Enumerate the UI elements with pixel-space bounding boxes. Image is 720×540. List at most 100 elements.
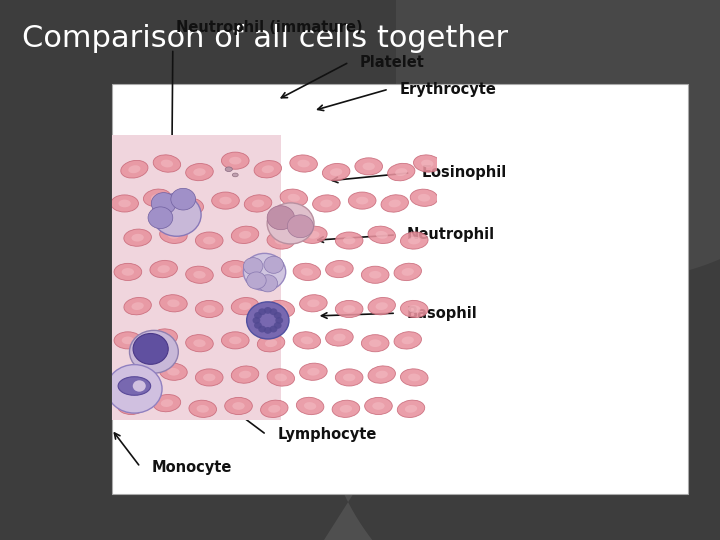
Polygon shape <box>324 148 720 540</box>
Ellipse shape <box>323 164 350 181</box>
Ellipse shape <box>254 160 282 178</box>
Ellipse shape <box>395 168 408 176</box>
Ellipse shape <box>176 198 204 215</box>
Ellipse shape <box>117 397 145 415</box>
Ellipse shape <box>307 368 320 376</box>
Ellipse shape <box>288 194 300 201</box>
Ellipse shape <box>387 163 415 181</box>
Ellipse shape <box>369 339 382 347</box>
Circle shape <box>107 364 162 413</box>
Ellipse shape <box>320 200 333 207</box>
Ellipse shape <box>400 232 428 249</box>
Ellipse shape <box>167 368 179 376</box>
Ellipse shape <box>239 302 251 310</box>
Ellipse shape <box>150 260 177 278</box>
Circle shape <box>148 207 173 228</box>
Ellipse shape <box>402 336 414 345</box>
Ellipse shape <box>408 305 420 313</box>
Circle shape <box>267 206 294 230</box>
Ellipse shape <box>336 232 363 249</box>
Ellipse shape <box>229 157 241 165</box>
Text: Lymphocyte: Lymphocyte <box>277 427 377 442</box>
Ellipse shape <box>348 192 376 209</box>
Ellipse shape <box>372 402 384 410</box>
Ellipse shape <box>160 295 187 312</box>
Ellipse shape <box>340 405 352 413</box>
Circle shape <box>274 312 282 319</box>
Ellipse shape <box>394 263 421 281</box>
Bar <box>112 135 281 420</box>
Ellipse shape <box>225 397 252 415</box>
Ellipse shape <box>114 332 142 349</box>
Ellipse shape <box>122 268 134 276</box>
Ellipse shape <box>118 200 131 207</box>
Ellipse shape <box>402 268 414 276</box>
Ellipse shape <box>158 334 170 341</box>
Ellipse shape <box>239 231 251 239</box>
Circle shape <box>258 308 266 315</box>
Ellipse shape <box>293 264 320 281</box>
Ellipse shape <box>153 395 181 412</box>
Ellipse shape <box>413 155 441 172</box>
Ellipse shape <box>301 336 313 345</box>
Ellipse shape <box>195 232 223 249</box>
Ellipse shape <box>193 271 206 279</box>
Ellipse shape <box>368 226 395 244</box>
Ellipse shape <box>197 405 209 413</box>
Ellipse shape <box>405 405 417 413</box>
Ellipse shape <box>184 202 196 210</box>
Text: Eosinophil: Eosinophil <box>421 165 506 180</box>
Ellipse shape <box>150 329 177 346</box>
Ellipse shape <box>132 370 144 379</box>
Circle shape <box>253 317 261 324</box>
Circle shape <box>171 188 196 210</box>
Ellipse shape <box>410 189 438 206</box>
Ellipse shape <box>394 332 421 349</box>
Ellipse shape <box>220 197 232 205</box>
Ellipse shape <box>132 380 145 392</box>
Ellipse shape <box>161 160 173 167</box>
Circle shape <box>287 215 313 238</box>
Ellipse shape <box>195 300 223 318</box>
Ellipse shape <box>408 374 420 381</box>
Ellipse shape <box>203 374 215 381</box>
Text: Neutrophil: Neutrophil <box>407 227 495 242</box>
Ellipse shape <box>300 226 327 244</box>
Ellipse shape <box>304 402 316 410</box>
Circle shape <box>264 307 271 314</box>
Ellipse shape <box>195 369 223 386</box>
Ellipse shape <box>124 229 151 246</box>
Ellipse shape <box>397 400 425 417</box>
Ellipse shape <box>267 369 294 386</box>
Ellipse shape <box>229 336 241 344</box>
Ellipse shape <box>186 266 213 284</box>
Ellipse shape <box>167 299 179 307</box>
Ellipse shape <box>257 266 285 284</box>
Ellipse shape <box>400 300 428 318</box>
Text: Comparison of all cells together: Comparison of all cells together <box>22 24 508 53</box>
Text: Neutrophil (immature): Neutrophil (immature) <box>176 20 363 35</box>
Ellipse shape <box>212 192 239 209</box>
Ellipse shape <box>418 194 430 201</box>
Ellipse shape <box>267 300 294 318</box>
Circle shape <box>254 322 262 329</box>
Text: Platelet: Platelet <box>360 55 425 70</box>
Ellipse shape <box>376 370 388 379</box>
Ellipse shape <box>355 158 382 175</box>
Ellipse shape <box>362 163 375 170</box>
Circle shape <box>153 193 201 237</box>
Ellipse shape <box>290 155 318 172</box>
Ellipse shape <box>222 260 249 278</box>
Ellipse shape <box>125 402 138 410</box>
Circle shape <box>133 334 168 364</box>
Ellipse shape <box>400 369 428 386</box>
Ellipse shape <box>343 305 356 313</box>
Circle shape <box>274 322 282 329</box>
Ellipse shape <box>111 195 138 212</box>
Ellipse shape <box>203 237 215 245</box>
Ellipse shape <box>332 400 360 417</box>
Ellipse shape <box>124 366 151 383</box>
Ellipse shape <box>356 197 369 205</box>
Ellipse shape <box>333 334 346 341</box>
Polygon shape <box>396 0 720 281</box>
